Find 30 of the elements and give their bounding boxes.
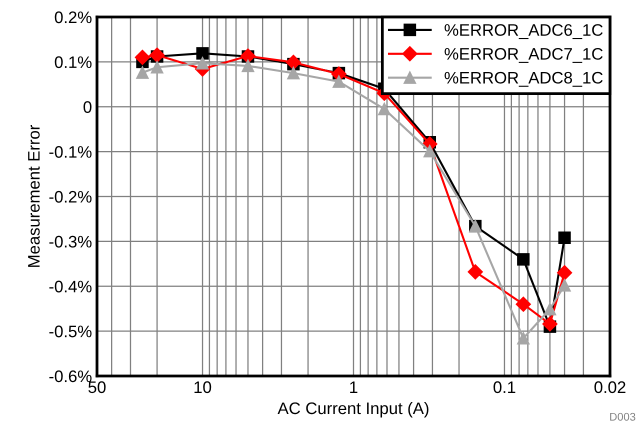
y-tick-label: -0.5%	[49, 326, 92, 338]
legend-label: %ERROR_ADC8_1C	[444, 72, 603, 87]
legend-label: %ERROR_ADC6_1C	[444, 24, 603, 40]
legend-label: %ERROR_ADC7_1C	[444, 48, 603, 63]
y-tick-label: -0.2%	[49, 190, 92, 203]
y-axis-title: Measurement Error	[28, 124, 40, 267]
point	[150, 61, 164, 74]
point	[424, 144, 436, 158]
y-tick-label: 0.2%	[54, 11, 92, 24]
point	[196, 56, 209, 70]
y-tick-label: -0.6%	[49, 370, 92, 382]
y-tick-label: -0.4%	[49, 280, 92, 292]
point	[196, 47, 209, 60]
x-tick-label: 1	[350, 381, 358, 393]
y-tick-label: -0.3%	[49, 236, 92, 248]
x-tick-label: 10	[194, 381, 212, 394]
point	[468, 264, 483, 280]
point	[286, 54, 301, 70]
x-tick-label: 0.02	[594, 381, 626, 394]
text: D003	[610, 412, 636, 421]
point	[287, 66, 300, 80]
y-tick-label: -0.1%	[49, 146, 92, 158]
point	[332, 75, 346, 88]
y-tick-label: 0.1%	[54, 56, 92, 68]
point	[242, 60, 254, 72]
x-tick-label: 0.1	[494, 381, 516, 394]
y-tick-label: 0	[84, 101, 92, 113]
x-axis-title: AC Current Input (A)	[278, 402, 428, 418]
point	[378, 102, 391, 116]
x-tick-label: 50	[88, 381, 106, 394]
